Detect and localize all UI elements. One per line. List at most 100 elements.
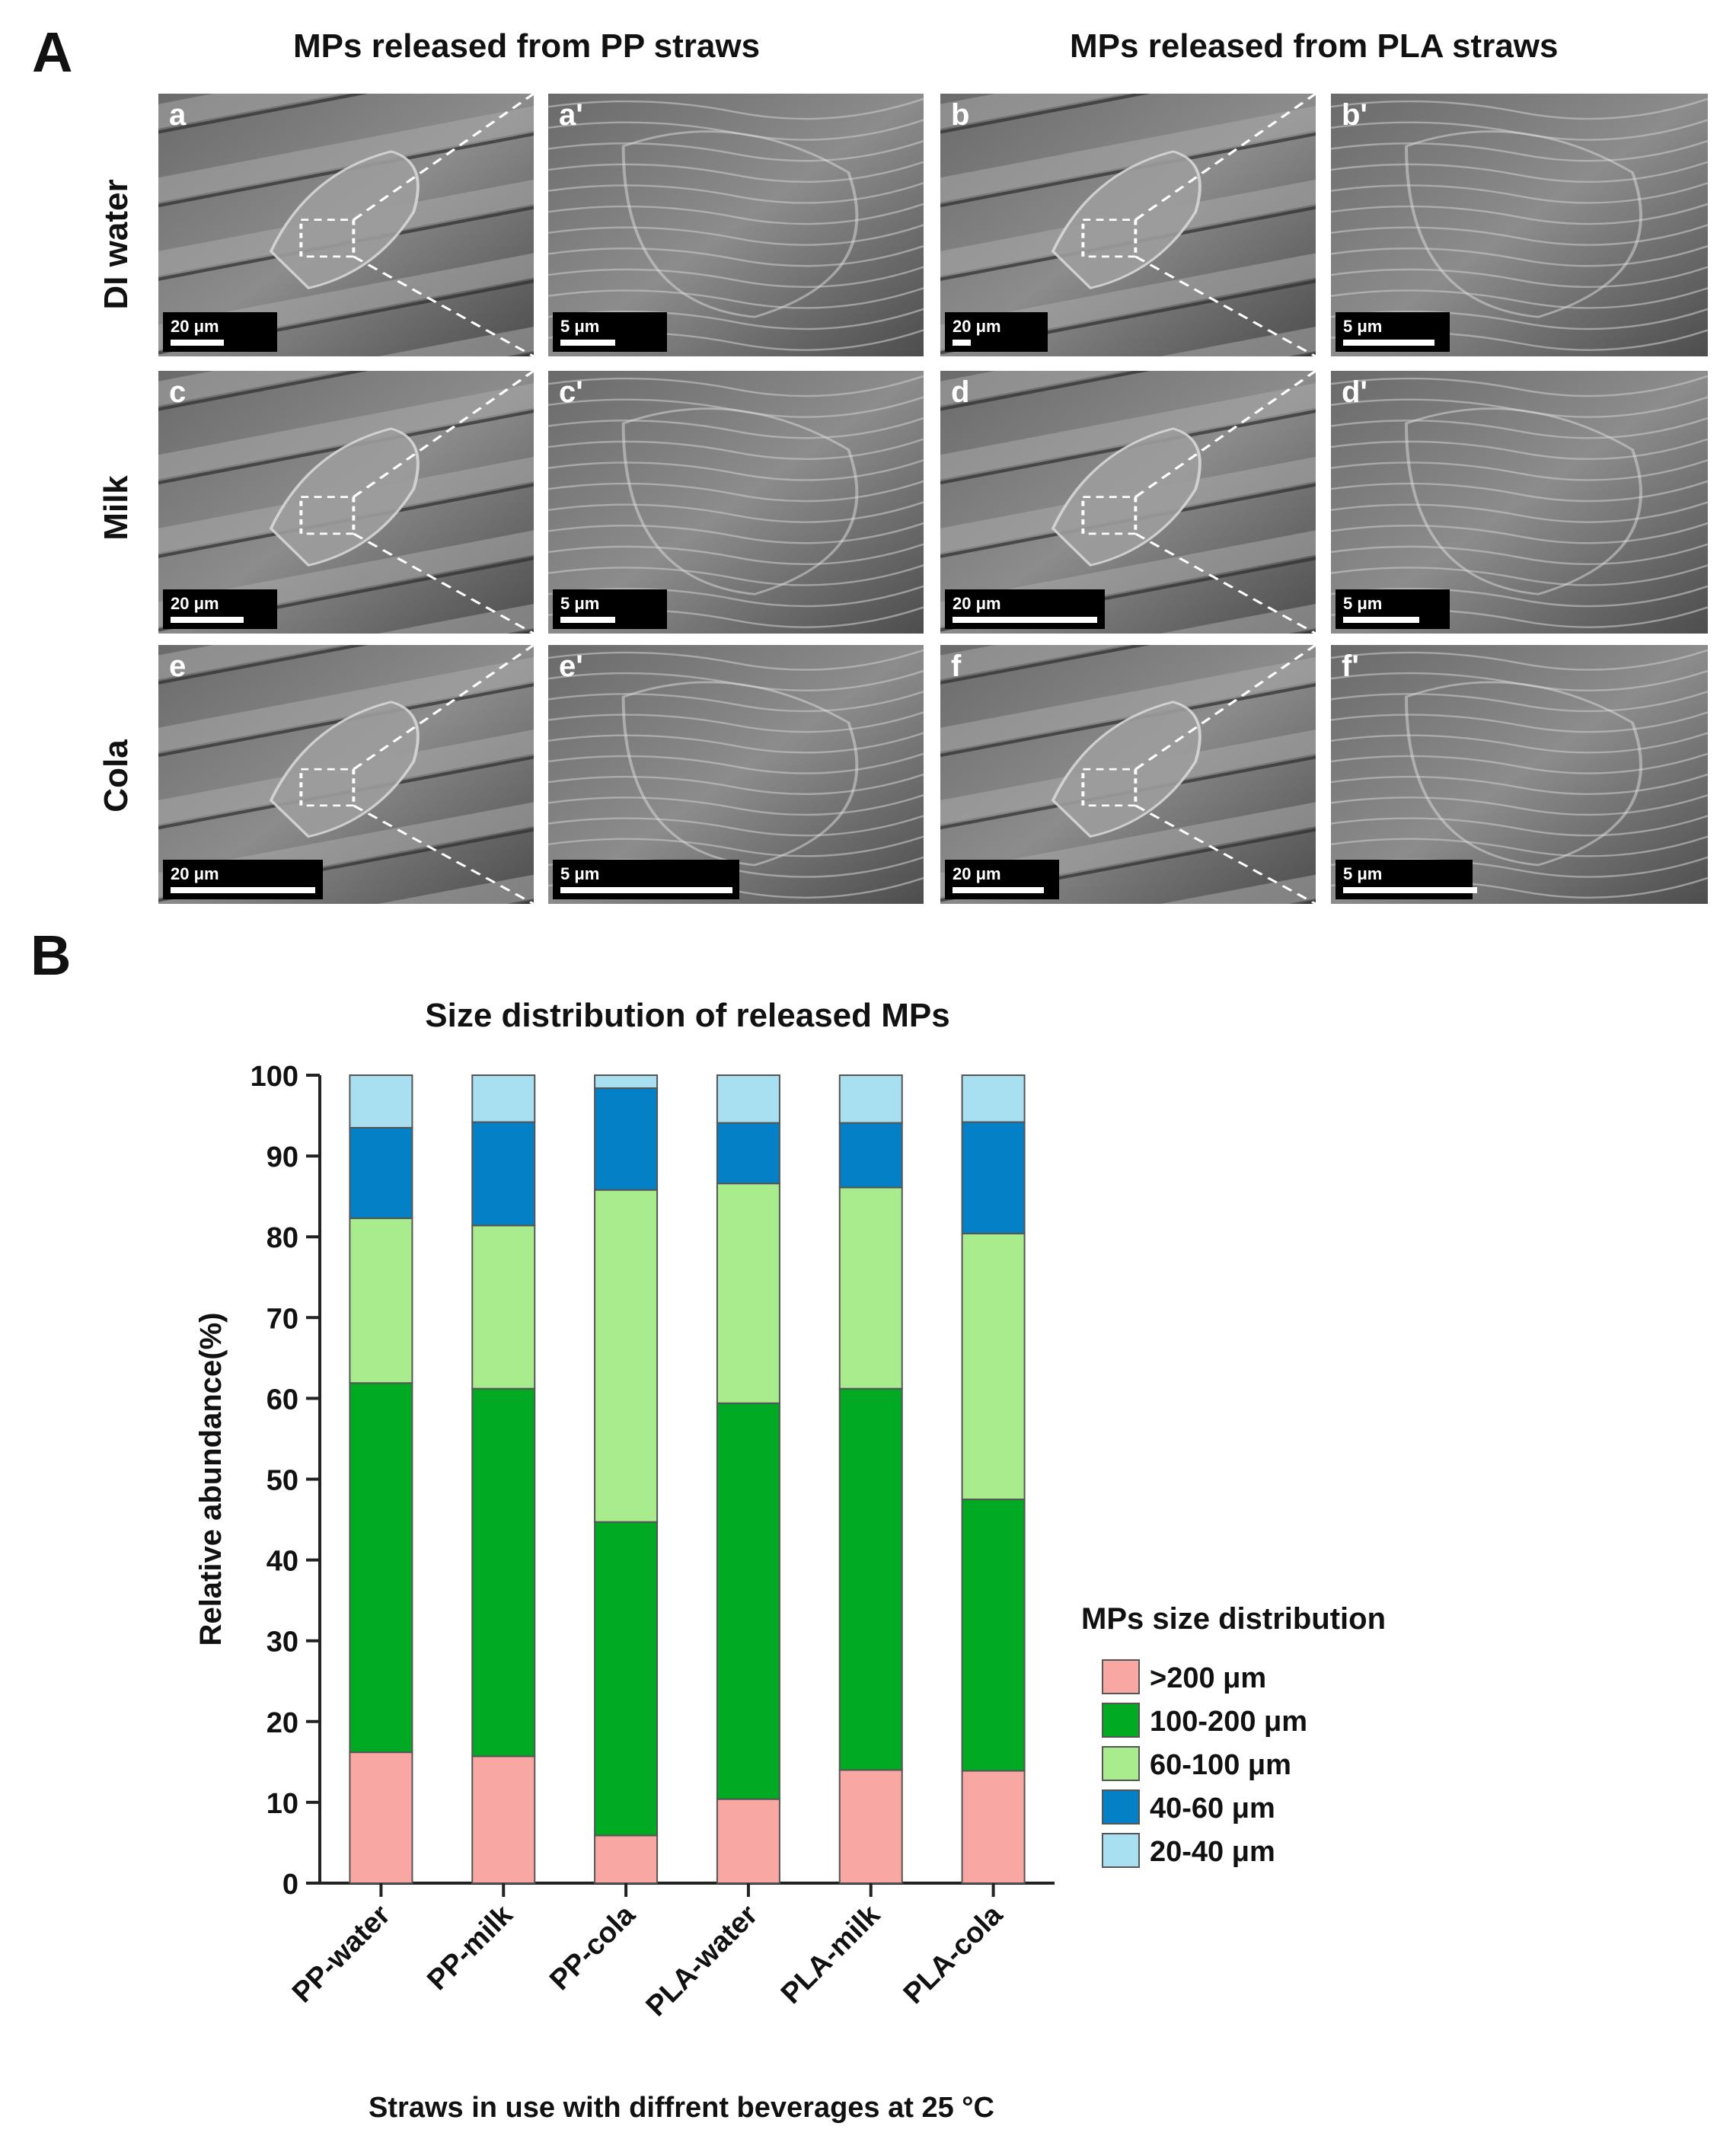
bar-segment (961, 1499, 1026, 1772)
sem-image-label: e (169, 650, 187, 683)
bar-segment (838, 1122, 903, 1189)
legend-label: 20-40 μm (1150, 1836, 1275, 1868)
scale-bar-text: 5 μm (1343, 864, 1383, 883)
scale-bar-text: 5 μm (560, 317, 600, 336)
y-tick-label: 70 (266, 1303, 298, 1335)
scale-bar-text: 5 μm (560, 864, 600, 883)
scale-bar-text: 5 μm (1343, 317, 1383, 336)
scale-bar-line (1343, 340, 1434, 346)
sem-image-label: a (169, 98, 187, 132)
sem-image-a-prime: a' 5 μm (548, 94, 924, 356)
bar-segment (961, 1770, 1026, 1884)
y-tick-label: 30 (266, 1627, 298, 1659)
col-title-pla: MPs released from PLA straws (1070, 27, 1559, 65)
scale-bar-line (953, 617, 1097, 623)
chart-title: Size distribution of released MPs (425, 997, 949, 1034)
x-axis-label: Straws in use with diffrent beverages at… (369, 2092, 994, 2124)
panel-a-letter: A (32, 21, 73, 84)
scale-bar: 5 μm (553, 589, 667, 629)
x-tick-label: PP-water (286, 1899, 397, 2010)
x-tick-label: PLA-milk (775, 1898, 887, 2010)
sem-image-e: e 20 μm (158, 645, 534, 904)
bar-segment (349, 1751, 413, 1884)
panel-b-letter: B (30, 924, 72, 987)
scale-bar: 20 μm (945, 589, 1105, 629)
scale-bar-line (560, 617, 615, 623)
col-title-pp: MPs released from PP straws (293, 27, 761, 65)
scale-bar-line (953, 887, 1044, 893)
sem-image-label: b (951, 98, 970, 132)
sem-image-f-prime: f' 5 μm (1331, 645, 1708, 904)
bar-segment (471, 1755, 536, 1884)
y-tick-label: 60 (266, 1384, 298, 1416)
sem-image-label: e' (559, 650, 583, 683)
sem-image-label: f (951, 650, 962, 683)
sem-image-label: d' (1342, 375, 1367, 409)
x-tick-label: PLA-cola (898, 1898, 1010, 2010)
sem-image-label: c (169, 375, 187, 409)
sem-image-label: a' (559, 98, 583, 132)
sem-image-c: c 20 μm (158, 371, 534, 634)
scale-bar: 20 μm (163, 312, 277, 352)
y-tick-label: 40 (266, 1546, 298, 1578)
bar-segment (716, 1798, 780, 1885)
legend-swatch (1102, 1703, 1140, 1738)
scale-bar: 20 μm (163, 860, 323, 899)
scale-bar-text: 20 μm (953, 317, 1001, 336)
bar-segment (716, 1183, 780, 1404)
sem-image-label: c' (559, 375, 583, 409)
legend-label: >200 μm (1150, 1662, 1266, 1694)
stacked-bar-chart: Size distribution of released MPs 0 10 20 30… (194, 997, 1386, 2124)
y-tick-label: 80 (266, 1222, 298, 1254)
scale-bar: 20 μm (163, 589, 277, 629)
scale-bar-text: 20 μm (953, 594, 1001, 613)
scale-bar-text: 5 μm (560, 594, 600, 613)
bar-segment (594, 1834, 659, 1884)
sem-image-c-prime: c' 5 μm (548, 371, 924, 634)
legend-swatch (1102, 1833, 1140, 1868)
x-tick-label: PP-cola (544, 1898, 642, 1997)
bar-segment (471, 1224, 536, 1390)
legend-swatch (1102, 1659, 1140, 1694)
scale-bar: 5 μm (553, 312, 667, 352)
y-tick-label: 10 (266, 1788, 298, 1820)
bar-segment (471, 1121, 536, 1227)
scale-bar-line (1343, 887, 1477, 893)
y-tick-label: 20 (266, 1707, 298, 1739)
scale-bar-text: 5 μm (1343, 594, 1383, 613)
scale-bar-text: 20 μm (171, 864, 219, 883)
sem-image-label: d (951, 375, 970, 409)
bar-segment (471, 1387, 536, 1757)
legend-label: 60-100 μm (1150, 1749, 1291, 1781)
y-tick-label: 100 (251, 1061, 298, 1093)
sem-image-label: b' (1342, 98, 1367, 132)
row-label-milk: Milk (97, 475, 135, 541)
scale-bar-line (953, 340, 971, 346)
bar-segment (838, 1769, 903, 1884)
sem-image-f: f 20 μm (940, 645, 1316, 904)
y-tick-label: 50 (266, 1465, 298, 1497)
sem-image-e-prime: e' 5 μm (548, 645, 924, 904)
bar-segment (349, 1382, 413, 1754)
legend-label: 100-200 μm (1150, 1706, 1307, 1738)
scale-bar-text: 20 μm (171, 317, 219, 336)
y-tick-label: 0 (282, 1869, 298, 1901)
row-label-cola: Cola (97, 739, 135, 813)
scale-bar-text: 20 μm (171, 594, 219, 613)
sem-image-b: b 20 μm (940, 94, 1316, 356)
y-tick-label: 90 (266, 1141, 298, 1173)
bar-segment (716, 1402, 780, 1800)
sem-image-d-prime: d' 5 μm (1331, 371, 1708, 634)
bar-segment (594, 1074, 659, 1089)
sem-image-d: d 20 μm (940, 371, 1316, 634)
bar-segment (349, 1217, 413, 1384)
legend-swatch (1102, 1789, 1140, 1825)
scale-bar-line (171, 887, 315, 893)
scale-bar: 20 μm (945, 860, 1059, 899)
bar-segment (838, 1387, 903, 1771)
scale-bar: 5 μm (1336, 860, 1477, 899)
sem-image-b-prime: b' 5 μm (1331, 94, 1708, 356)
x-tick-label: PP-milk (421, 1898, 519, 1997)
legend-title: MPs size distribution (1081, 1602, 1386, 1636)
bar-segment (594, 1521, 659, 1837)
